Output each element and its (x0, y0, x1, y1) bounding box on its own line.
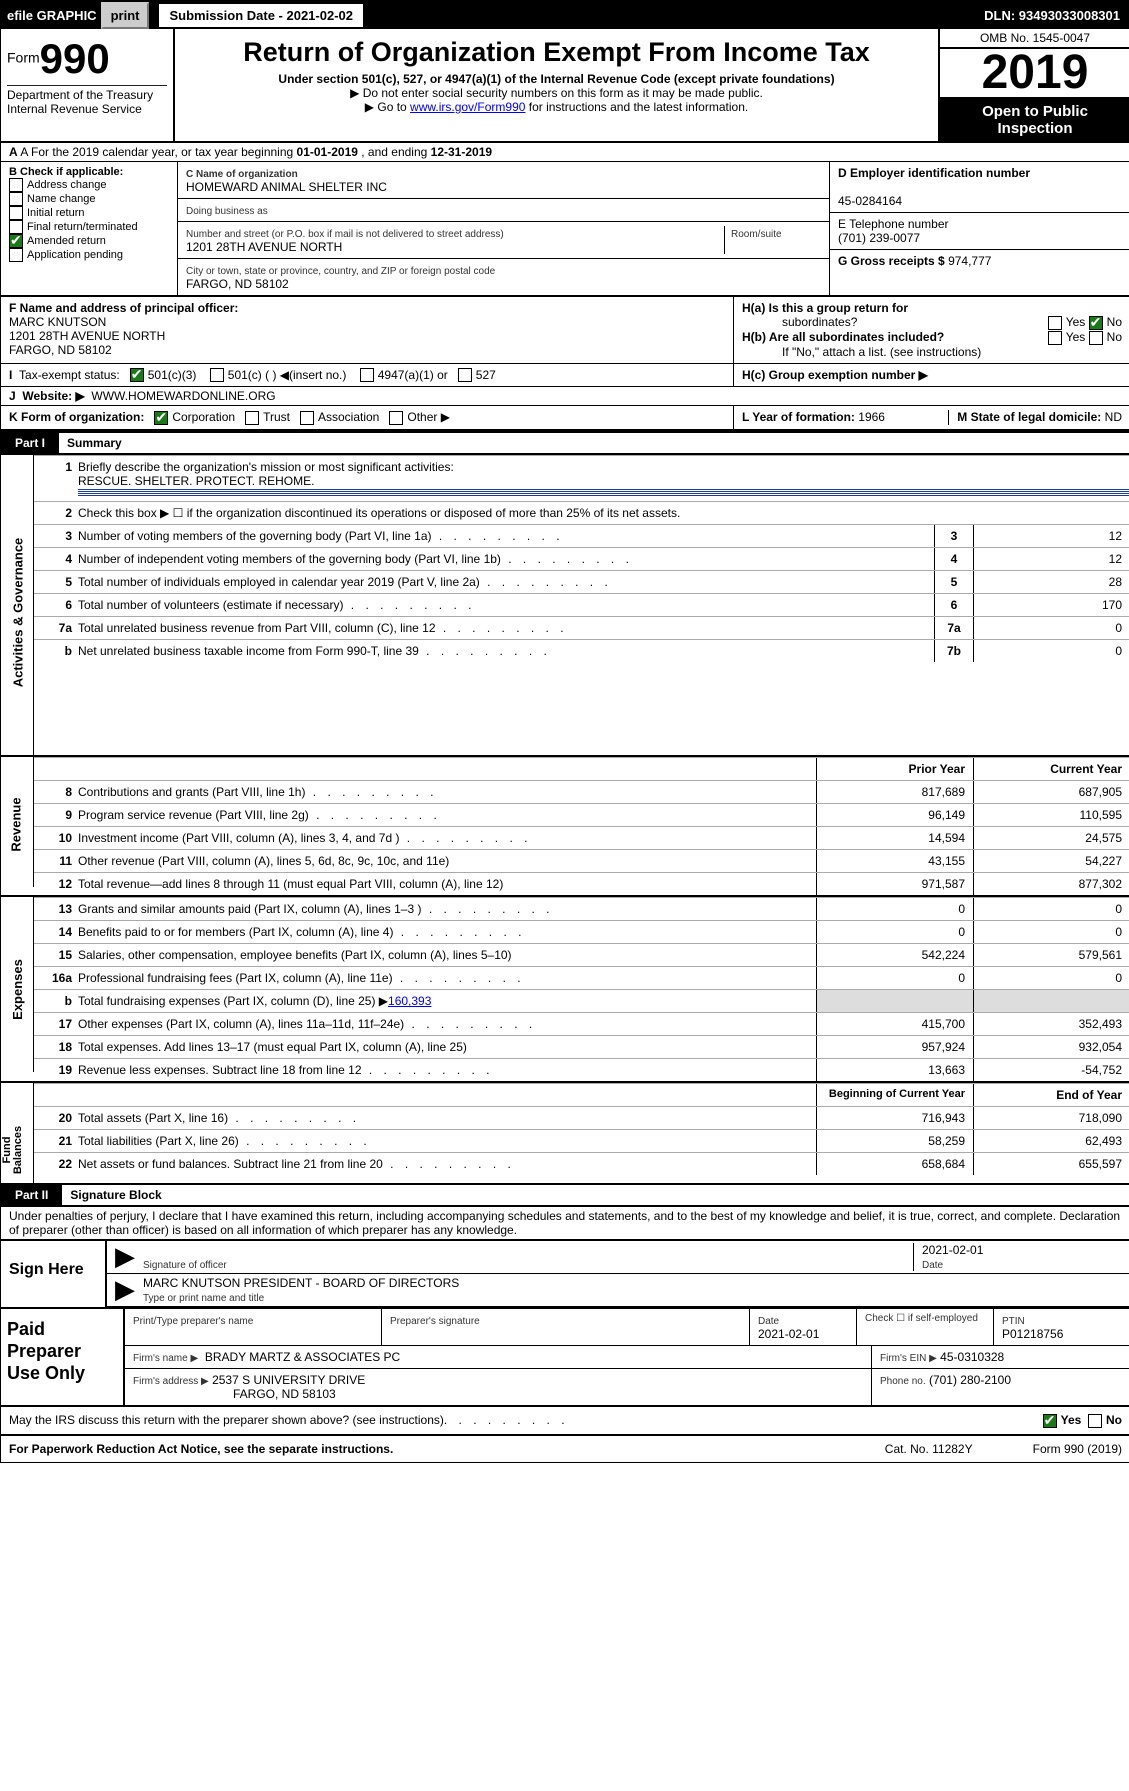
checkbox-name-change[interactable] (9, 192, 23, 206)
row-a: A A For the 2019 calendar year, or tax y… (1, 143, 1129, 162)
org-name: HOMEWARD ANIMAL SHELTER INC (186, 180, 387, 194)
org-address: 1201 28TH AVENUE NORTH (186, 240, 342, 254)
paid-preparer-label: Paid Preparer Use Only (1, 1309, 123, 1405)
website: WWW.HOMEWARDONLINE.ORG (91, 389, 275, 403)
tax-year: 2019 (940, 49, 1129, 99)
mission: RESCUE. SHELTER. PROTECT. REHOME. (78, 474, 314, 488)
form-title-box: Return of Organization Exempt From Incom… (175, 29, 938, 141)
arrow-icon: ▶ (115, 1243, 135, 1271)
part-2-tag: Part II (1, 1185, 62, 1205)
form-title: Return of Organization Exempt From Incom… (179, 37, 934, 68)
org-city: FARGO, ND 58102 (186, 277, 289, 291)
section-b-checkboxes: B Check if applicable: Address change Na… (1, 162, 178, 295)
checkbox-hb-yes[interactable] (1048, 331, 1062, 345)
checkbox-501c3[interactable] (130, 368, 144, 382)
header-bar: efile GRAPHIC print Submission Date - 20… (1, 1, 1129, 29)
submission-date: Submission Date - 2021-02-02 (157, 2, 365, 29)
form-990-page: efile GRAPHIC print Submission Date - 20… (0, 0, 1129, 1463)
checkbox-discuss-yes[interactable] (1043, 1414, 1057, 1428)
phone: (701) 239-0077 (838, 231, 920, 245)
gross-receipts: 974,777 (948, 254, 991, 268)
dept-treasury: Department of the Treasury Internal Reve… (7, 88, 167, 116)
checkbox-ha-no[interactable] (1089, 316, 1103, 330)
year-box: OMB No. 1545-0047 2019 Open to PublicIns… (938, 29, 1129, 141)
dln: DLN: 93493033008301 (984, 8, 1129, 23)
checkbox-app-pending[interactable] (9, 248, 23, 262)
print-button[interactable]: print (101, 2, 150, 29)
checkbox-hb-no[interactable] (1089, 331, 1103, 345)
checkbox-initial-return[interactable] (9, 206, 23, 220)
perjury-statement: Under penalties of perjury, I declare th… (1, 1207, 1129, 1239)
form-number: 990 (40, 35, 110, 82)
arrow-icon: ▶ (115, 1276, 135, 1304)
irs-link[interactable]: www.irs.gov/Form990 (410, 100, 525, 114)
checkbox-corporation[interactable] (154, 411, 168, 425)
checkbox-amended-return[interactable] (9, 234, 23, 248)
checkbox-discuss-no[interactable] (1088, 1414, 1102, 1428)
efile-label: efile GRAPHIC (1, 8, 97, 23)
checkbox-ha-yes[interactable] (1048, 316, 1062, 330)
checkbox-address-change[interactable] (9, 178, 23, 192)
form-id-box: Form990 Department of the Treasury Inter… (1, 29, 175, 141)
part-1-tag: Part I (1, 433, 59, 453)
sign-here-label: Sign Here (1, 1241, 105, 1307)
ein: 45-0284164 (838, 194, 902, 208)
